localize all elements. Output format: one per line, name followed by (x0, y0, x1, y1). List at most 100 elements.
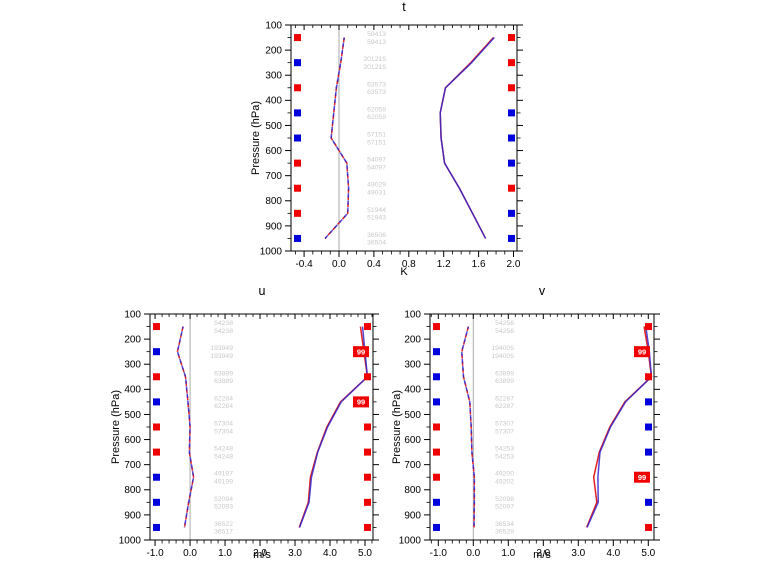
sig-square-right-blue (645, 448, 652, 456)
obs-count-top: 63573 (367, 81, 386, 88)
y-tick-label: 100 (404, 309, 421, 320)
obs-count-top: 49197 (214, 471, 233, 478)
sig-square-left-blue (294, 134, 301, 142)
t-solid-blue-line (439, 37, 495, 239)
y-tick-label: 600 (265, 146, 282, 157)
obs-count-bottom: 193949 (210, 353, 233, 360)
y-tick-label: 600 (404, 435, 421, 446)
x-tick-label: 3.0 (288, 548, 302, 559)
sig-square-left-blue (153, 398, 160, 406)
obs-count-top: 49029 (367, 182, 386, 189)
sig-square-right-red (364, 373, 371, 381)
sig-square-left-blue (153, 498, 160, 506)
sig-square-left-red (433, 448, 440, 456)
sig-square-right-blue (645, 398, 652, 406)
sig-square-right-blue (508, 109, 515, 117)
sig-square-left-red (294, 209, 301, 217)
obs-count-bottom: 54248 (214, 453, 233, 460)
obs-count-top: 51944 (367, 207, 386, 214)
obs-count-top: 59413 (367, 31, 386, 38)
sig-square-right-blue (645, 423, 652, 431)
obs-count-bottom: 59413 (367, 39, 386, 46)
y-axis-label-u: Pressure (hPa) (110, 390, 122, 464)
obs-count-bottom: 52093 (214, 504, 233, 511)
y-tick-label: 200 (265, 46, 282, 57)
obs-count-bottom: 63889 (214, 378, 233, 385)
y-tick-label: 500 (265, 121, 282, 132)
sig-square-right-blue (508, 159, 515, 167)
obs-count-top: 201215 (363, 56, 386, 63)
x-axis-label-u: m/s (253, 549, 271, 561)
obs-count-top: 57307 (495, 421, 514, 428)
sig-square-left-blue (433, 398, 440, 406)
obs-count-bottom: 63899 (495, 378, 514, 385)
x-tick-label: -0.4 (295, 259, 313, 270)
sig-square-left-blue (433, 348, 440, 356)
sig-99-box (353, 396, 369, 408)
obs-count-bottom: 194005 (491, 353, 514, 360)
sig-square-left-red (433, 323, 440, 331)
y-tick-label: 700 (265, 171, 282, 182)
sig-square-right-red (645, 373, 652, 381)
v-dashed-red-line (460, 326, 476, 528)
obs-count-top: 36506 (367, 232, 386, 239)
obs-count-bottom: 36504 (367, 240, 386, 247)
sig-square-left-blue (433, 498, 440, 506)
sig-square-left-red (153, 323, 160, 331)
sig-square-right-red (508, 34, 515, 42)
sig-square-left-red (294, 184, 301, 192)
sig-square-left-red (153, 448, 160, 456)
t-dashed-red-line (324, 37, 350, 239)
sig-square-left-blue (153, 523, 160, 531)
obs-count-top: 54097 (367, 157, 386, 164)
sig-square-left-red (433, 473, 440, 481)
sig-square-left-red (433, 423, 440, 431)
x-tick-label: 0.0 (466, 548, 480, 559)
obs-count-bottom: 36517 (214, 529, 233, 536)
x-tick-label: 2.0 (507, 259, 521, 270)
obs-count-bottom: 63573 (367, 89, 386, 96)
panel-title-t: t (402, 0, 406, 14)
obs-count-bottom: 62287 (495, 403, 514, 410)
u-dashed-blue-line (176, 326, 195, 528)
sig-square-right-red (364, 523, 371, 531)
sig-square-right-red (645, 323, 652, 331)
sig-square-left-red (153, 373, 160, 381)
obs-count-top: 54248 (214, 446, 233, 453)
y-tick-label: 400 (124, 385, 141, 396)
panel-title-u: u (258, 284, 266, 298)
sig-square-left-red (294, 159, 301, 167)
obs-count-top: 54256 (495, 320, 514, 327)
sig-99-label: 99 (638, 347, 646, 356)
sig-square-left-blue (153, 348, 160, 356)
x-tick-label: 0.0 (183, 548, 197, 559)
y-tick-label: 1000 (260, 246, 283, 257)
sig-square-right-red (508, 59, 515, 67)
y-tick-label: 100 (265, 20, 282, 31)
sig-99-box (634, 471, 650, 483)
x-tick-label: -1.0 (430, 548, 448, 559)
y-tick-label: 700 (404, 460, 421, 471)
y-tick-label: 1000 (119, 535, 142, 546)
obs-count-bottom: 54238 (214, 328, 233, 335)
obs-count-bottom: 54256 (495, 328, 514, 335)
obs-count-top: 54238 (214, 320, 233, 327)
u-dashed-red-line (176, 326, 195, 528)
x-tick-label: 2.0 (536, 548, 550, 559)
sig-square-right-red (364, 448, 371, 456)
sig-square-left-red (294, 34, 301, 42)
x-tick-label: 0.8 (402, 259, 416, 270)
obs-count-top: 54253 (495, 446, 514, 453)
obs-count-bottom: 201215 (363, 64, 386, 71)
x-tick-label: 4.0 (323, 548, 337, 559)
axis-frame (290, 24, 518, 252)
sig-square-right-blue (508, 134, 515, 142)
obs-count-top: 57304 (214, 421, 233, 428)
v-solid-blue-line (586, 326, 653, 528)
x-tick-label: 5.0 (641, 548, 655, 559)
t-dashed-blue-line (324, 37, 350, 239)
axis-frame (149, 313, 374, 541)
sig-square-left-blue (294, 59, 301, 67)
